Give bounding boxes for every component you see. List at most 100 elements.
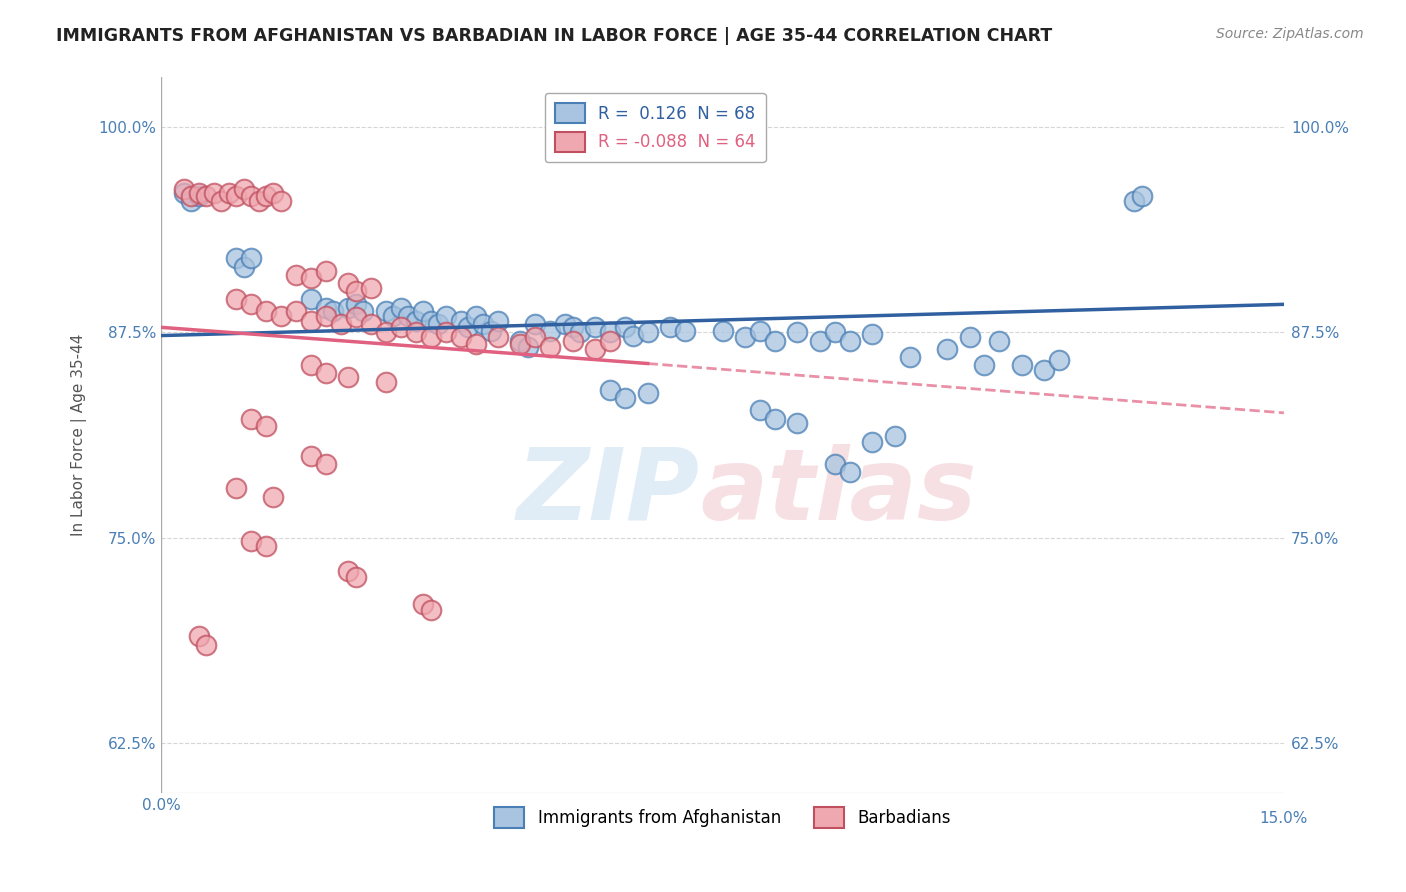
Point	[315, 301, 337, 315]
Point	[419, 314, 441, 328]
Point	[240, 252, 263, 266]
Point	[344, 570, 367, 584]
Point	[450, 314, 472, 328]
Point	[1011, 358, 1033, 372]
Point	[187, 186, 209, 200]
Point	[538, 324, 561, 338]
Point	[389, 301, 412, 315]
Point	[322, 304, 344, 318]
Point	[360, 281, 382, 295]
Text: atlas: atlas	[700, 443, 977, 541]
Point	[225, 293, 247, 307]
Point	[254, 539, 277, 553]
Point	[187, 189, 209, 203]
Point	[405, 326, 427, 340]
Point	[218, 186, 240, 200]
Point	[263, 186, 285, 200]
Point	[344, 284, 367, 298]
Point	[988, 334, 1011, 348]
Point	[524, 317, 547, 331]
Point	[419, 330, 441, 344]
Point	[838, 334, 860, 348]
Point	[240, 189, 263, 203]
Point	[860, 326, 883, 341]
Point	[173, 186, 195, 200]
Point	[860, 435, 883, 450]
Point	[412, 597, 434, 611]
Point	[225, 189, 247, 203]
Point	[614, 391, 637, 405]
Point	[382, 309, 405, 323]
Point	[374, 304, 396, 318]
Point	[450, 330, 472, 344]
Point	[583, 320, 606, 334]
Point	[538, 340, 561, 354]
Point	[583, 342, 606, 356]
Point	[337, 301, 360, 315]
Point	[299, 449, 322, 463]
Point	[427, 317, 450, 331]
Text: Source: ZipAtlas.com: Source: ZipAtlas.com	[1216, 27, 1364, 41]
Point	[299, 358, 322, 372]
Point	[360, 317, 382, 331]
Point	[486, 314, 509, 328]
Point	[254, 189, 277, 203]
Point	[524, 330, 547, 344]
Point	[240, 297, 263, 311]
Point	[860, 847, 883, 861]
Point	[180, 189, 202, 203]
Point	[808, 334, 831, 348]
Point	[337, 564, 360, 578]
Point	[270, 194, 292, 208]
Point	[396, 309, 419, 323]
Point	[337, 276, 360, 290]
Point	[516, 340, 538, 354]
Point	[209, 194, 232, 208]
Point	[749, 402, 772, 417]
Point	[824, 326, 846, 340]
Point	[824, 457, 846, 471]
Point	[869, 853, 891, 867]
Point	[329, 317, 352, 331]
Point	[1130, 189, 1153, 203]
Point	[195, 638, 218, 652]
Point	[270, 309, 292, 323]
Point	[763, 334, 786, 348]
Text: 15.0%: 15.0%	[1260, 811, 1308, 825]
Point	[621, 328, 644, 343]
Point	[254, 304, 277, 318]
Point	[472, 317, 495, 331]
Point	[434, 326, 457, 340]
Point	[599, 326, 621, 340]
Point	[561, 334, 583, 348]
Point	[673, 324, 696, 338]
Point	[659, 320, 682, 334]
Point	[374, 375, 396, 389]
Point	[337, 369, 360, 384]
Point	[299, 271, 322, 285]
Point	[599, 334, 621, 348]
Point	[936, 342, 959, 356]
Point	[405, 314, 427, 328]
Point	[637, 386, 659, 401]
Point	[195, 189, 218, 203]
Point	[173, 182, 195, 196]
Point	[225, 482, 247, 496]
Legend: Immigrants from Afghanistan, Barbadians: Immigrants from Afghanistan, Barbadians	[488, 801, 957, 834]
Point	[374, 326, 396, 340]
Text: ZIP: ZIP	[517, 443, 700, 541]
Point	[1033, 363, 1056, 377]
Point	[1123, 194, 1146, 208]
Point	[464, 336, 486, 351]
Point	[315, 367, 337, 381]
Point	[614, 320, 637, 334]
Point	[225, 252, 247, 266]
Point	[232, 182, 254, 196]
Point	[240, 534, 263, 549]
Point	[315, 309, 337, 323]
Point	[711, 324, 734, 338]
Point	[1047, 353, 1070, 368]
Text: IMMIGRANTS FROM AFGHANISTAN VS BARBADIAN IN LABOR FORCE | AGE 35-44 CORRELATION : IMMIGRANTS FROM AFGHANISTAN VS BARBADIAN…	[56, 27, 1053, 45]
Point	[254, 419, 277, 434]
Point	[315, 457, 337, 471]
